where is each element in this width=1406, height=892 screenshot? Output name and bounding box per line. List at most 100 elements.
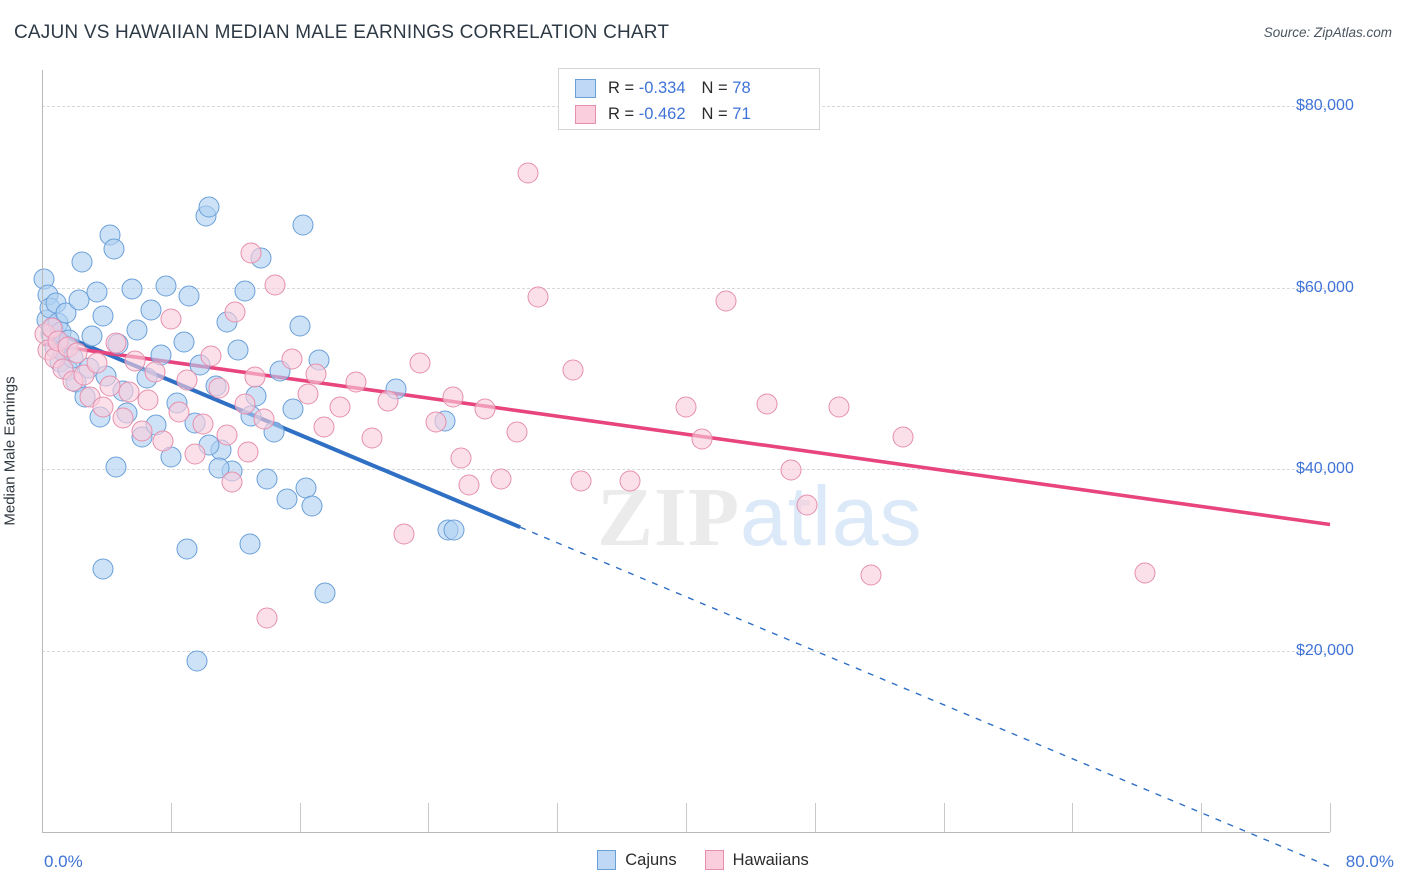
scatter-point-hawaiians[interactable] bbox=[305, 363, 327, 385]
scatter-point-cajuns[interactable] bbox=[239, 533, 261, 555]
scatter-point-hawaiians[interactable] bbox=[221, 471, 243, 493]
scatter-point-hawaiians[interactable] bbox=[144, 361, 166, 383]
scatter-point-hawaiians[interactable] bbox=[450, 447, 472, 469]
scatter-point-cajuns[interactable] bbox=[92, 305, 114, 327]
scatter-point-cajuns[interactable] bbox=[301, 495, 323, 517]
hawaiians-stat-text: R = -0.462 N = 71 bbox=[608, 105, 751, 124]
scatter-point-hawaiians[interactable] bbox=[66, 342, 88, 364]
scatter-point-hawaiians[interactable] bbox=[240, 242, 262, 264]
scatter-point-cajuns[interactable] bbox=[173, 331, 195, 353]
scatter-point-hawaiians[interactable] bbox=[409, 352, 431, 374]
scatter-point-hawaiians[interactable] bbox=[92, 396, 114, 418]
scatter-point-cajuns[interactable] bbox=[105, 456, 127, 478]
scatter-point-cajuns[interactable] bbox=[121, 278, 143, 300]
scatter-point-hawaiians[interactable] bbox=[517, 162, 539, 183]
scatter-point-hawaiians[interactable] bbox=[253, 408, 275, 430]
x-axis-tick bbox=[299, 803, 301, 832]
scatter-point-cajuns[interactable] bbox=[103, 238, 125, 260]
y-axis-tick-label: $60,000 bbox=[1296, 278, 1354, 296]
scatter-point-cajuns[interactable] bbox=[178, 285, 199, 307]
scatter-point-hawaiians[interactable] bbox=[281, 348, 303, 370]
scatter-point-hawaiians[interactable] bbox=[118, 381, 140, 403]
scatter-point-cajuns[interactable] bbox=[176, 538, 198, 560]
source-note: Source: ZipAtlas.com bbox=[1263, 25, 1392, 40]
scatter-point-hawaiians[interactable] bbox=[1134, 562, 1156, 584]
scatter-point-hawaiians[interactable] bbox=[184, 443, 206, 465]
scatter-point-hawaiians[interactable] bbox=[527, 286, 549, 308]
scatter-point-hawaiians[interactable] bbox=[234, 393, 256, 415]
scatter-point-cajuns[interactable] bbox=[314, 582, 336, 603]
scatter-point-cajuns[interactable] bbox=[256, 468, 278, 490]
scatter-point-hawaiians[interactable] bbox=[345, 371, 367, 393]
scatter-point-cajuns[interactable] bbox=[81, 325, 103, 347]
scatter-point-hawaiians[interactable] bbox=[796, 494, 818, 516]
scatter-point-hawaiians[interactable] bbox=[570, 470, 592, 492]
scatter-point-hawaiians[interactable] bbox=[675, 396, 697, 418]
x-axis-tick bbox=[1201, 803, 1203, 832]
scatter-point-hawaiians[interactable] bbox=[361, 427, 383, 449]
scatter-point-hawaiians[interactable] bbox=[329, 396, 351, 418]
scatter-point-hawaiians[interactable] bbox=[756, 393, 777, 415]
scatter-point-hawaiians[interactable] bbox=[237, 441, 259, 463]
scatter-point-cajuns[interactable] bbox=[276, 488, 298, 510]
scatter-point-hawaiians[interactable] bbox=[124, 350, 146, 372]
x-axis-tick bbox=[170, 803, 172, 832]
scatter-point-hawaiians[interactable] bbox=[506, 421, 528, 443]
scatter-point-hawaiians[interactable] bbox=[715, 290, 737, 312]
stat-row-cajuns: R = -0.334 N = 78 bbox=[575, 75, 809, 101]
scatter-point-hawaiians[interactable] bbox=[137, 389, 159, 411]
scatter-point-cajuns[interactable] bbox=[227, 339, 249, 361]
scatter-point-cajuns[interactable] bbox=[234, 280, 256, 302]
scatter-point-cajuns[interactable] bbox=[198, 196, 220, 218]
scatter-point-hawaiians[interactable] bbox=[425, 411, 447, 433]
scatter-point-hawaiians[interactable] bbox=[216, 424, 238, 446]
scatter-point-hawaiians[interactable] bbox=[176, 369, 198, 391]
scatter-point-hawaiians[interactable] bbox=[490, 468, 512, 490]
scatter-point-hawaiians[interactable] bbox=[458, 474, 480, 496]
scatter-point-hawaiians[interactable] bbox=[474, 398, 496, 420]
scatter-point-hawaiians[interactable] bbox=[99, 375, 121, 397]
scatter-point-hawaiians[interactable] bbox=[313, 416, 335, 437]
scatter-point-hawaiians[interactable] bbox=[691, 428, 713, 450]
scatter-point-hawaiians[interactable] bbox=[562, 359, 584, 381]
scatter-point-hawaiians[interactable] bbox=[208, 377, 230, 399]
scatter-point-hawaiians[interactable] bbox=[244, 366, 266, 388]
legend-item-cajuns[interactable]: Cajuns bbox=[597, 850, 677, 870]
scatter-point-cajuns[interactable] bbox=[443, 519, 465, 541]
scatter-point-hawaiians[interactable] bbox=[152, 430, 174, 452]
scatter-point-cajuns[interactable] bbox=[92, 558, 114, 580]
scatter-point-hawaiians[interactable] bbox=[619, 470, 641, 492]
scatter-point-hawaiians[interactable] bbox=[224, 301, 246, 323]
scatter-point-cajuns[interactable] bbox=[155, 275, 177, 297]
legend-item-hawaiians[interactable]: Hawaiians bbox=[704, 850, 809, 870]
scatter-point-hawaiians[interactable] bbox=[168, 401, 190, 423]
scatter-point-cajuns[interactable] bbox=[282, 398, 304, 420]
scatter-point-cajuns[interactable] bbox=[289, 315, 311, 337]
scatter-point-hawaiians[interactable] bbox=[160, 308, 182, 330]
scatter-point-hawaiians[interactable] bbox=[892, 426, 914, 448]
scatter-point-hawaiians[interactable] bbox=[442, 386, 464, 408]
scatter-point-cajuns[interactable] bbox=[126, 319, 148, 341]
scatter-point-hawaiians[interactable] bbox=[131, 420, 153, 442]
legend-label-cajuns: Cajuns bbox=[625, 850, 677, 869]
scatter-point-cajuns[interactable] bbox=[140, 299, 162, 321]
scatter-point-hawaiians[interactable] bbox=[264, 274, 286, 296]
scatter-point-cajuns[interactable] bbox=[68, 289, 90, 311]
scatter-point-hawaiians[interactable] bbox=[200, 345, 222, 367]
hawaiians-r-label: R = bbox=[608, 104, 639, 123]
scatter-point-hawaiians[interactable] bbox=[860, 564, 882, 586]
scatter-point-hawaiians[interactable] bbox=[828, 396, 850, 418]
scatter-point-cajuns[interactable] bbox=[86, 281, 108, 303]
scatter-point-hawaiians[interactable] bbox=[112, 407, 133, 429]
scatter-point-hawaiians[interactable] bbox=[192, 413, 214, 435]
scatter-point-hawaiians[interactable] bbox=[780, 459, 802, 481]
scatter-point-cajuns[interactable] bbox=[292, 214, 314, 236]
scatter-point-cajuns[interactable] bbox=[186, 650, 208, 672]
scatter-point-cajuns[interactable] bbox=[71, 251, 93, 273]
scatter-point-hawaiians[interactable] bbox=[393, 523, 415, 545]
scatter-point-hawaiians[interactable] bbox=[86, 352, 108, 374]
scatter-point-hawaiians[interactable] bbox=[256, 607, 278, 629]
scatter-point-hawaiians[interactable] bbox=[377, 390, 399, 412]
scatter-point-hawaiians[interactable] bbox=[105, 332, 127, 354]
scatter-point-hawaiians[interactable] bbox=[297, 383, 319, 405]
